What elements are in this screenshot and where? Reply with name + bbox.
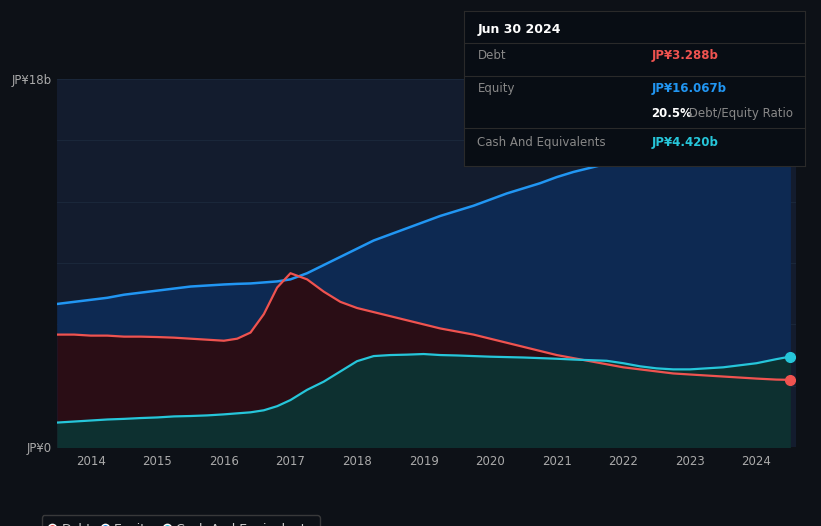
Text: JP¥16.067b: JP¥16.067b <box>651 82 727 95</box>
Text: 20.5%: 20.5% <box>651 107 692 120</box>
Text: Debt/Equity Ratio: Debt/Equity Ratio <box>686 107 793 120</box>
Text: Equity: Equity <box>478 82 515 95</box>
Text: JP¥3.288b: JP¥3.288b <box>651 49 718 62</box>
Text: Jun 30 2024: Jun 30 2024 <box>478 23 561 36</box>
Text: JP¥4.420b: JP¥4.420b <box>651 136 718 149</box>
Legend: Debt, Equity, Cash And Equivalents: Debt, Equity, Cash And Equivalents <box>42 515 320 526</box>
Text: Cash And Equivalents: Cash And Equivalents <box>478 136 606 149</box>
Text: Debt: Debt <box>478 49 506 62</box>
